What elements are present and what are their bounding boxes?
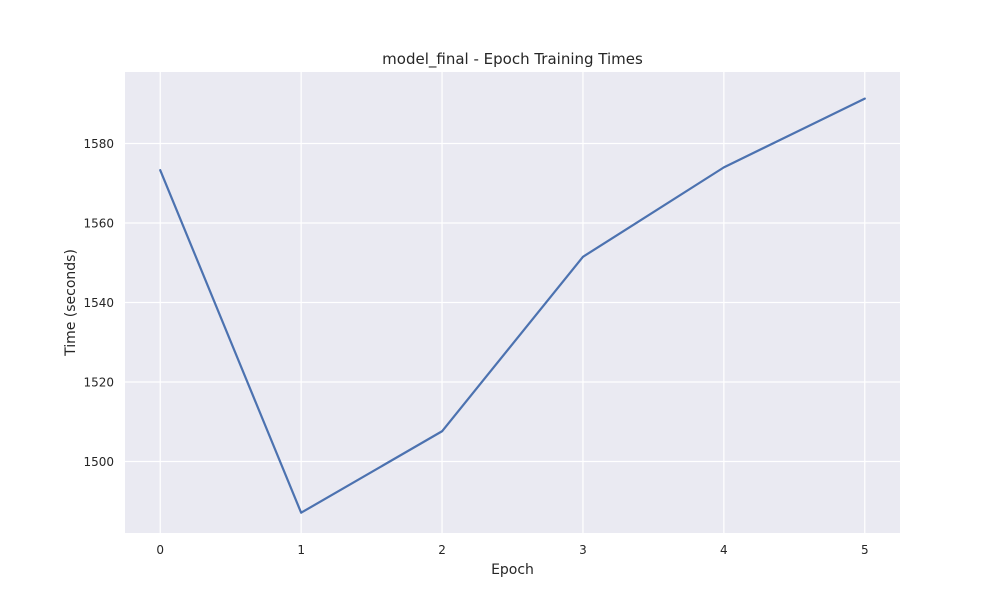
series-line bbox=[159, 97, 866, 514]
y-tick-label: 1540 bbox=[83, 296, 114, 310]
x-tick-label: 1 bbox=[297, 543, 305, 557]
y-tick-label: 1500 bbox=[83, 455, 114, 469]
x-axis-label: Epoch bbox=[491, 562, 534, 578]
x-tick-label: 0 bbox=[156, 543, 164, 557]
x-tick-label: 4 bbox=[720, 543, 728, 557]
series-layer bbox=[159, 97, 866, 514]
x-tick-label: 2 bbox=[438, 543, 446, 557]
y-gridlines bbox=[125, 142, 900, 463]
chart-title: model_final - Epoch Training Times bbox=[382, 50, 643, 69]
x-tick-labels: 0 1 2 3 4 5 bbox=[156, 543, 868, 557]
x-tick-label: 3 bbox=[579, 543, 587, 557]
y-tick-label: 1520 bbox=[83, 375, 114, 389]
y-tick-label: 1560 bbox=[83, 217, 114, 231]
y-tick-label: 1580 bbox=[83, 137, 114, 151]
y-axis-label: Time (seconds) bbox=[63, 249, 79, 357]
y-tick-labels: 1500 1520 1540 1560 1580 bbox=[83, 137, 114, 469]
x-tick-label: 5 bbox=[861, 543, 869, 557]
